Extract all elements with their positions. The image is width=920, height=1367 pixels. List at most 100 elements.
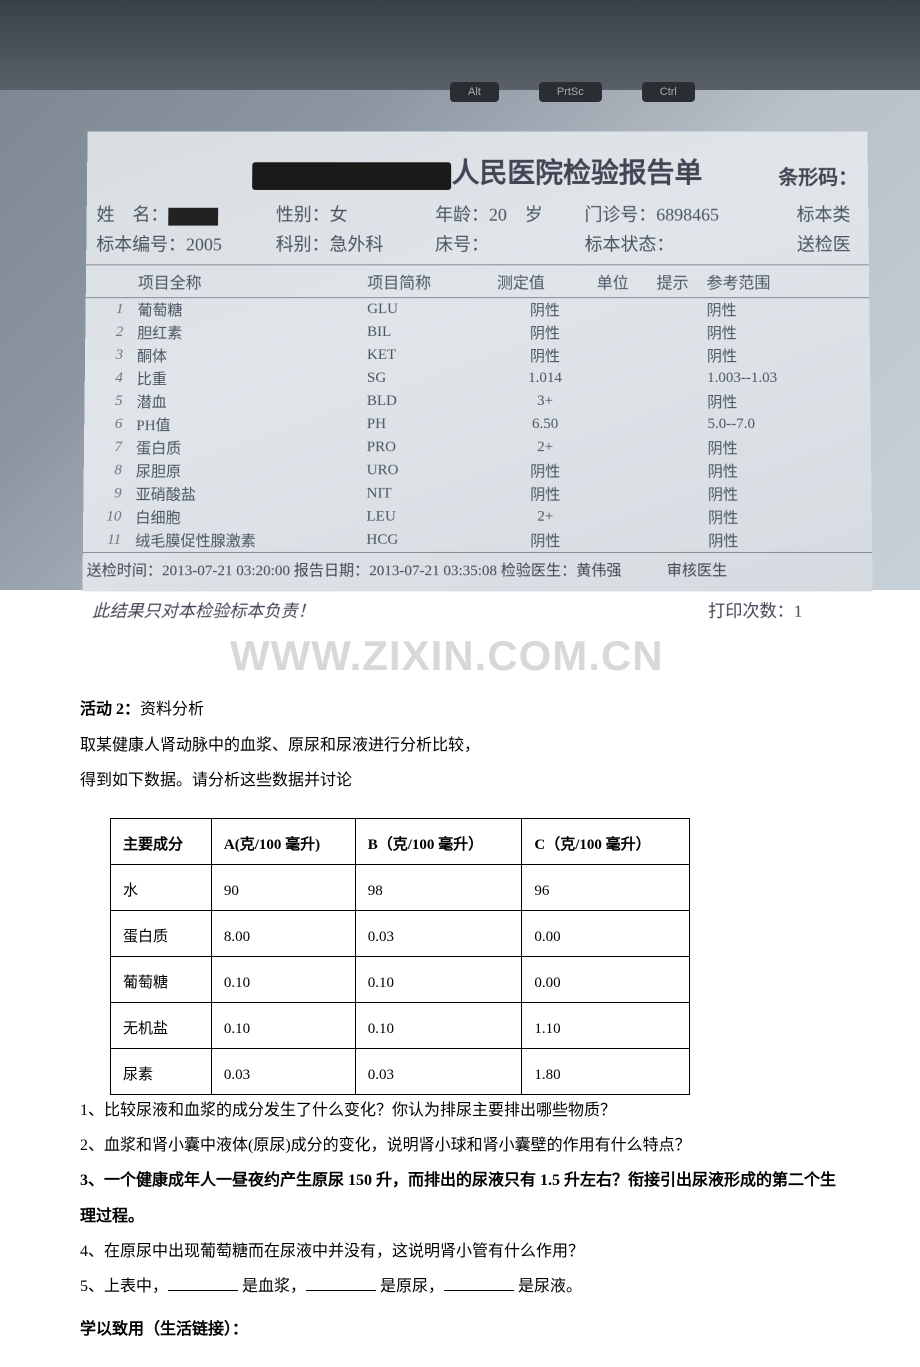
data-row: 蛋白质8.000.030.00 xyxy=(111,910,690,956)
lab-ref: 5.0--7.0 xyxy=(705,413,871,436)
age-unit: 岁 xyxy=(525,205,543,225)
lab-flag xyxy=(655,367,705,390)
data-cell: 98 xyxy=(355,864,522,910)
outpatient-label: 门诊号： xyxy=(585,205,657,225)
q5-mid2: 是原尿， xyxy=(376,1278,444,1295)
lab-val: 阴性 xyxy=(495,482,595,505)
blank-1[interactable] xyxy=(168,1275,238,1291)
lab-row: 6PH值PH6.505.0--7.0 xyxy=(84,413,871,436)
data-row: 无机盐0.100.101.10 xyxy=(111,1002,690,1048)
lab-result-table: 项目全称 项目简称 测定值 单位 提示 参考范围 1葡萄糖GLU阴性阴性2胆红素… xyxy=(83,264,872,552)
report-title: 人民医院检验报告单 条形码： xyxy=(87,132,868,191)
col-abbr: 项目简称 xyxy=(365,265,495,298)
keyboard-keys: Alt PrtSc Ctrl xyxy=(0,82,920,102)
lab-abbr: PH xyxy=(365,413,495,436)
key-prtsc: PrtSc xyxy=(539,82,602,102)
lab-idx: 9 xyxy=(83,482,133,505)
lab-row: 4比重SG1.0141.003--1.03 xyxy=(85,367,871,390)
report-header: 姓 名： 标本编号：2005 性别：女 科别：急外科 年龄：20 岁 床号： 门… xyxy=(86,191,869,258)
report-paper: 人民医院检验报告单 条形码： 姓 名： 标本编号：2005 性别：女 科别：急外… xyxy=(82,132,872,592)
lab-unit xyxy=(596,529,656,552)
lab-name: PH值 xyxy=(134,413,365,436)
lab-ref: 阴性 xyxy=(705,321,870,344)
data-cell: 1.10 xyxy=(522,1002,690,1048)
lab-name: 尿胆原 xyxy=(134,459,365,482)
dept: 急外科 xyxy=(329,235,383,255)
lab-flag xyxy=(655,321,705,344)
data-row: 水909896 xyxy=(111,864,690,910)
col-unit: 单位 xyxy=(595,265,655,298)
lab-report-photo: Alt PrtSc Ctrl 人民医院检验报告单 条形码： 姓 名： 标本编号：… xyxy=(0,0,920,590)
lab-row: 5潜血BLD3+阴性 xyxy=(84,390,870,413)
lab-ref: 阴性 xyxy=(705,390,870,413)
blank-2[interactable] xyxy=(306,1275,376,1291)
col-fullname: 项目全称 xyxy=(136,265,366,298)
data-cell: 0.10 xyxy=(211,1002,355,1048)
activity-label-text: 资料分析 xyxy=(140,701,204,718)
lab-ref: 阴性 xyxy=(705,298,870,321)
outpatient-no: 6898465 xyxy=(656,205,719,225)
gender-label: 性别： xyxy=(276,205,330,225)
dt-col3: C（克/100 毫升） xyxy=(522,818,690,864)
lab-abbr: KET xyxy=(365,344,495,367)
lab-unit xyxy=(595,413,655,436)
data-row: 葡萄糖0.100.100.00 xyxy=(111,956,690,1002)
lab-idx: 7 xyxy=(84,436,134,459)
data-cell: 无机盐 xyxy=(111,1002,212,1048)
data-cell: 0.10 xyxy=(355,1002,522,1048)
data-cell: 0.03 xyxy=(211,1048,355,1094)
lab-idx: 6 xyxy=(84,413,134,436)
lab-unit xyxy=(595,298,655,321)
lab-idx: 8 xyxy=(84,459,134,482)
lab-ref: 阴性 xyxy=(705,344,870,367)
data-cell: 90 xyxy=(211,864,355,910)
data-cell: 尿素 xyxy=(111,1048,212,1094)
key-alt: Alt xyxy=(450,82,499,102)
report-title-text: 人民医院检验报告单 xyxy=(452,158,703,189)
lab-name: 比重 xyxy=(135,367,365,390)
lab-row: 11绒毛膜促性腺激素HCG阴性阴性 xyxy=(83,529,872,552)
lab-unit xyxy=(595,436,655,459)
age: 20 xyxy=(489,205,507,225)
lab-val: 2+ xyxy=(495,506,596,529)
lab-unit xyxy=(595,482,655,505)
sample-no: 2005 xyxy=(186,235,222,255)
data-cell: 96 xyxy=(522,864,690,910)
lab-name: 胆红素 xyxy=(135,321,365,344)
question-3: 3、一个健康成年人一昼夜约产生原尿 150 升，而排出的尿液只有 1.5 升左右… xyxy=(80,1163,840,1233)
q5-end: 是尿液。 xyxy=(514,1278,582,1295)
question-2: 2、血浆和肾小囊中液体(原尿)成分的变化，说明肾小球和肾小囊壁的作用有什么特点？ xyxy=(80,1128,840,1163)
sample-no-label: 标本编号： xyxy=(96,235,186,255)
dept-label: 科别： xyxy=(276,235,330,255)
activity-label: 活动 2： xyxy=(80,701,140,718)
lab-ref: 阴性 xyxy=(706,506,872,529)
activity-p1: 取某健康人肾动脉中的血浆、原尿和尿液进行分析比较， xyxy=(80,728,840,763)
lab-flag xyxy=(656,529,706,552)
lab-abbr: BIL xyxy=(365,321,495,344)
lab-flag xyxy=(655,298,705,321)
blank-3[interactable] xyxy=(444,1275,514,1291)
q5-mid1: 是血浆， xyxy=(238,1278,306,1295)
lab-row: 3酮体KET阴性阴性 xyxy=(85,344,870,367)
lab-flag xyxy=(656,482,706,505)
lab-unit xyxy=(595,321,655,344)
lab-flag xyxy=(655,344,705,367)
question-4: 4、在原尿中出现葡萄糖而在尿液中并没有，这说明肾小管有什么作用？ xyxy=(80,1234,840,1269)
lab-flag xyxy=(656,506,706,529)
barcode-label: 条形码： xyxy=(778,161,858,190)
question-1: 1、比较尿液和血浆的成分发生了什么变化？你认为排尿主要排出哪些物质？ xyxy=(80,1093,840,1128)
gender: 女 xyxy=(330,205,348,225)
lab-idx: 10 xyxy=(83,506,133,529)
lab-val: 阴性 xyxy=(495,298,595,321)
data-row: 尿素0.030.031.80 xyxy=(111,1048,690,1094)
lab-val: 3+ xyxy=(495,390,595,413)
send-doctor-label: 送检医 xyxy=(744,229,851,259)
q5-pre: 5、上表中， xyxy=(80,1278,168,1295)
lab-name: 蛋白质 xyxy=(134,436,365,459)
lab-ref: 阴性 xyxy=(706,529,872,552)
lab-abbr: PRO xyxy=(365,436,495,459)
data-cell: 0.03 xyxy=(355,910,522,956)
data-cell: 蛋白质 xyxy=(111,910,212,956)
sample-type-label: 标本类 xyxy=(744,199,851,229)
lab-ref: 1.003--1.03 xyxy=(705,367,870,390)
